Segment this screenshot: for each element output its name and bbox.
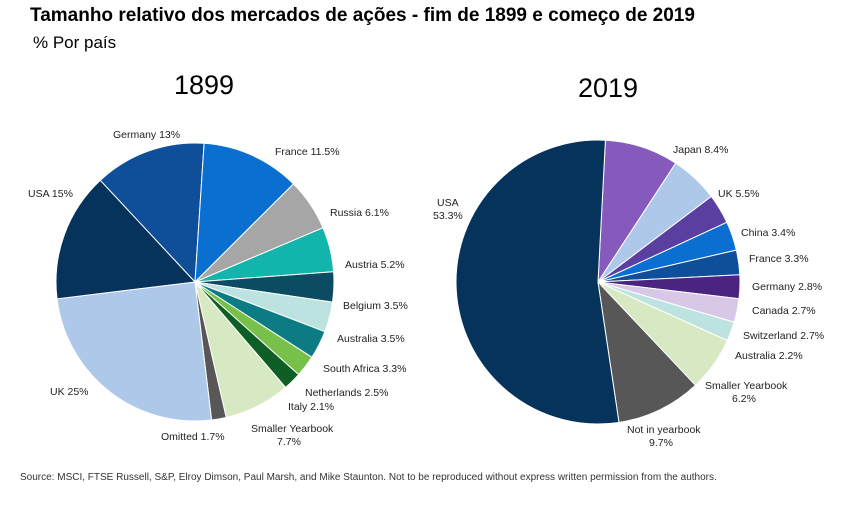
slice-label-1899-netherlands: Netherlands 2.5% <box>305 387 388 399</box>
slice-label-2019-not-in-yearbook: Not in yearbook 9.7% <box>627 424 701 449</box>
slice-label-2019-germany: Germany 2.8% <box>752 281 822 293</box>
slice-label-1899-austria: Austria 5.2% <box>345 259 405 271</box>
pie-1899: Germany 13% France 11.5% Russia 6.1% Austri… <box>28 129 408 448</box>
slice-label-2019-usa: USA 53.3% <box>433 197 463 222</box>
chart-subtitle: % Por país <box>33 33 117 52</box>
slice-label-2019-canada: Canada 2.7% <box>752 305 816 317</box>
slice-label-1899-australia: Australia 3.5% <box>337 333 405 345</box>
pie-slice-1899-france <box>194 142 295 284</box>
slice-label-1899-omitted: Omitted 1.7% <box>161 431 225 443</box>
pie-slice-1899-usa <box>55 179 197 300</box>
chart-title: Tamanho relativo dos mercados de ações -… <box>30 5 695 26</box>
pie-2019-title: 2019 <box>578 73 639 103</box>
slice-label-1899-france: France 11.5% <box>275 146 340 158</box>
slice-label-2019-france: France 3.3% <box>749 253 809 265</box>
source-note: Source: MSCI, FTSE Russell, S&P, Elroy D… <box>20 472 717 483</box>
slice-label-2019-uk: UK 5.5% <box>718 188 759 200</box>
slice-label-1899-russia: Russia 6.1% <box>330 207 389 219</box>
slice-label-1899-germany: Germany 13% <box>113 129 180 141</box>
pie-slice-2019-usa <box>455 139 620 425</box>
pie-slice-1899-germany <box>99 142 205 284</box>
pie-2019: Japan 8.4% UK 5.5% China 3.4% France 3.3% Ge… <box>433 139 824 449</box>
slice-label-2019-japan: Japan 8.4% <box>673 144 728 156</box>
pie-slice-2019-not-in-yearbook <box>597 280 697 424</box>
slice-label-2019-switzerland: Switzerland 2.7% <box>743 330 824 342</box>
slice-label-1899-uk: UK 25% <box>50 386 89 398</box>
slice-label-1899-smaller-yearbook: Smaller Yearbook 7.7% <box>251 423 334 448</box>
pie-slice-1899-uk <box>56 281 213 422</box>
slice-label-1899-south-africa: South Africa 3.3% <box>323 363 406 375</box>
slice-label-2019-smaller-yearbook: Smaller Yearbook 6.2% <box>705 380 788 405</box>
slice-label-1899-italy: Italy 2.1% <box>288 401 334 413</box>
pie-1899-title: 1899 <box>174 70 235 100</box>
slice-label-1899-usa: USA 15% <box>28 188 73 200</box>
slice-label-2019-china: China 3.4% <box>741 227 795 239</box>
slice-label-2019-australia: Australia 2.2% <box>735 350 803 362</box>
slice-label-1899-belgium: Belgium 3.5% <box>343 300 408 312</box>
